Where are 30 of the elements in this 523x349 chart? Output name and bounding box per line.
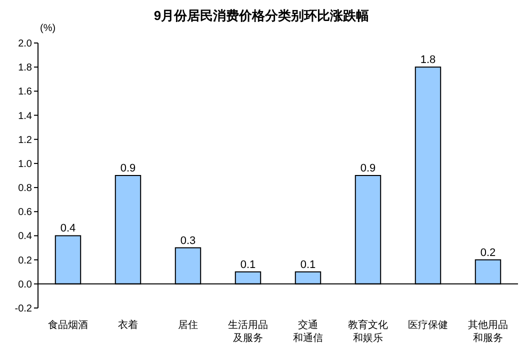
y-tick-label: 2.0	[18, 38, 32, 50]
x-tick-label: 居住	[178, 320, 198, 331]
y-axis-title: (%)	[40, 23, 56, 34]
data-label: 0.9	[120, 162, 136, 174]
y-tick-label: -0.2	[14, 304, 32, 314]
y-tick-label: 0.4	[18, 231, 32, 242]
y-tick-label: 0.8	[18, 183, 32, 194]
y-tick-label: 0.0	[18, 279, 32, 290]
y-tick-label: 1.8	[18, 62, 32, 74]
x-tick-label: 生活用品及服务	[228, 319, 268, 344]
data-label: 0.1	[300, 258, 316, 271]
y-tick-label: 1.6	[18, 86, 32, 98]
data-label: 0.2	[480, 246, 496, 259]
y-tick-label: 1.2	[18, 134, 32, 146]
data-label: 0.1	[240, 258, 256, 271]
x-tick-label: 医疗保健	[408, 319, 448, 331]
x-tick-label: 食品烟酒	[48, 319, 88, 331]
x-tick-label: 教育文化和娱乐	[348, 319, 388, 344]
data-label: 0.4	[60, 222, 76, 235]
x-tick-label: 交通和通信	[293, 319, 323, 344]
data-label: 1.8	[420, 54, 436, 66]
chart-title: 9月份居民消费价格分类别环比涨跌幅	[154, 8, 370, 23]
y-tick-label: 1.4	[18, 110, 32, 122]
data-label: 0.9	[360, 162, 376, 174]
y-tick-label: 0.2	[18, 255, 32, 266]
y-tick-label: 0.6	[18, 207, 32, 218]
x-tick-label: 其他用品和服务	[468, 319, 508, 344]
data-label: 0.3	[180, 234, 196, 247]
y-tick-label: 1.0	[18, 158, 32, 170]
x-tick-label: 衣着	[118, 319, 138, 331]
